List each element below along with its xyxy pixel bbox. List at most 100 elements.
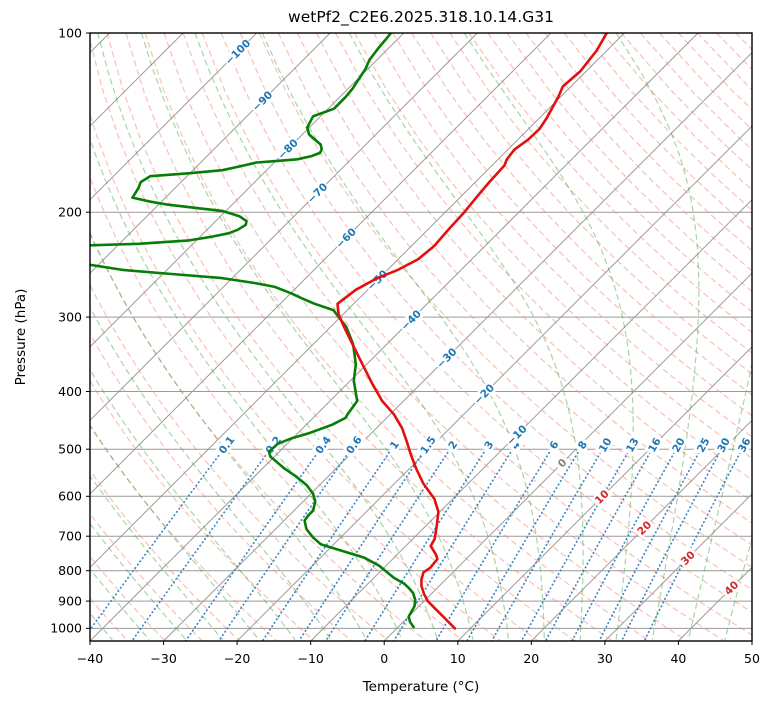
mixing-ratio-label-mask [415, 431, 441, 459]
y-tick-label: 300 [58, 309, 82, 324]
moist-adiabat-line [687, 361, 752, 640]
dry-adiabat-line [125, 33, 614, 641]
dry-adiabat-line [430, 33, 752, 375]
isotherm-line [236, 125, 752, 641]
isotherm-label-mask [397, 306, 425, 334]
dry-adiabat-line [201, 33, 752, 636]
plot-frame [89, 32, 753, 642]
x-axis-title: Temperature (°C) [362, 679, 480, 695]
mixing-ratio-label: 0.6 [341, 431, 367, 459]
isotherm-label-mask [274, 135, 302, 163]
isotherm-label-mask [590, 485, 613, 509]
y-tick-label: 200 [58, 205, 82, 220]
dry-adiabat-line [90, 469, 241, 641]
mixing-ratio-label-mask [310, 431, 336, 459]
y-tick-label: 800 [58, 563, 82, 578]
dry-adiabat-line [220, 33, 752, 613]
dry-adiabat-line [90, 112, 502, 641]
isotherm-line [310, 198, 752, 641]
dry-adiabat-line [506, 33, 752, 293]
dry-adiabat-line [487, 33, 752, 313]
dry-adiabat-line [544, 33, 752, 252]
y-tick-label: 600 [58, 489, 82, 504]
mixing-ratio-label: 0.4 [310, 431, 336, 459]
chart-title: wetPf2_C2E6.2025.318.10.14.G31 [288, 8, 554, 27]
x-tick-label: 40 [670, 651, 686, 666]
isotherm-label-mask [503, 421, 530, 449]
moist-adiabat-line [761, 33, 775, 640]
dry-adiabat-line [144, 33, 651, 641]
x-tick-label: −10 [298, 651, 324, 666]
mixing-ratio-line [643, 448, 743, 641]
isotherm-label-mask [676, 546, 699, 570]
dry-adiabat-line [411, 33, 752, 396]
mixing-ratio-label: 1 [385, 436, 403, 454]
dry-adiabat-line [90, 231, 427, 641]
mixing-ratio-label-mask [385, 436, 403, 454]
x-tick-label: 50 [744, 651, 760, 666]
mixing-ratio-label-mask [693, 433, 714, 457]
moist-adiabat-line [90, 305, 332, 641]
isotherm-line [90, 33, 405, 348]
isotherm-label: −60 [332, 224, 360, 252]
mixing-ratio-label-mask [260, 431, 286, 459]
mixing-ratio-label-mask [480, 436, 498, 454]
moist-adiabat-line [90, 231, 368, 641]
dry-adiabat-line [163, 33, 688, 641]
mixing-ratio-label-mask [444, 436, 462, 454]
mixing-ratio-line [261, 448, 393, 641]
y-tick-label: 100 [58, 25, 82, 40]
mixing-ratio-label: 8 [573, 436, 592, 454]
mixing-ratio-label-mask [545, 436, 563, 454]
y-tick-label: 700 [58, 529, 82, 544]
isotherm-label-mask [553, 454, 571, 472]
temperature-curve [336, 33, 609, 630]
mixing-ratio-label-mask [622, 433, 643, 457]
mixing-ratio-line [435, 448, 553, 641]
mixing-ratio-line [298, 448, 427, 641]
y-tick-label: 500 [58, 442, 82, 457]
isotherm-label-mask [470, 380, 498, 408]
mixing-ratio-line [598, 448, 702, 641]
moist-adiabat-line [90, 424, 260, 641]
dry-adiabat-line [90, 332, 352, 641]
moist-adiabat-line [463, 33, 634, 640]
isotherm-label: 0 [553, 454, 571, 472]
mixing-ratio-line [184, 448, 322, 641]
isotherm-line [604, 493, 752, 641]
inline-label-layer: 0.1 0.2 0.4 0.6 1 1.5 2 3 4 6 8 10 13 16 20 25 30 36−100−… [214, 36, 755, 600]
isotherm-label-mask [720, 576, 743, 600]
isotherm-label-mask [433, 344, 460, 372]
mixing-ratio-line [131, 448, 272, 641]
isotherm-label-mask [248, 87, 276, 115]
moist-adiabat-line [90, 368, 296, 641]
mixing-ratio-label-mask [734, 433, 755, 457]
mixing-ratio-label-mask [573, 436, 592, 454]
dry-adiabat-line [90, 512, 203, 641]
moist-adiabat-line [0, 33, 75, 640]
y-tick-label: 900 [58, 593, 82, 608]
moist-adiabat-line [90, 474, 224, 641]
x-tick-label: 10 [450, 651, 466, 666]
dry-adiabat-line [90, 175, 464, 641]
mixing-ratio-label-mask [644, 433, 665, 457]
y-tick-label: 1000 [50, 621, 82, 636]
dry-adiabat-line [658, 33, 752, 131]
dry-adiabat-line [373, 33, 752, 438]
y-axis-title: Pressure (hPa) [13, 289, 29, 386]
mixing-ratio-label-mask [341, 431, 367, 459]
mixing-ratio-line [90, 448, 225, 632]
dry-adiabat-line [90, 38, 539, 641]
mixing-ratio-label: 0.1 [214, 431, 240, 459]
dry-adiabat-line [735, 33, 752, 51]
isotherm-line [90, 33, 552, 495]
mixing-ratio-line [217, 448, 352, 641]
isotherm-line [90, 33, 699, 641]
x-tick-label: 30 [597, 651, 613, 666]
isotherm-label-text: 0 [556, 457, 570, 471]
moist-adiabat-line [140, 33, 474, 640]
x-tick-label: −40 [77, 651, 103, 666]
mixing-ratio-label-mask [214, 431, 240, 459]
